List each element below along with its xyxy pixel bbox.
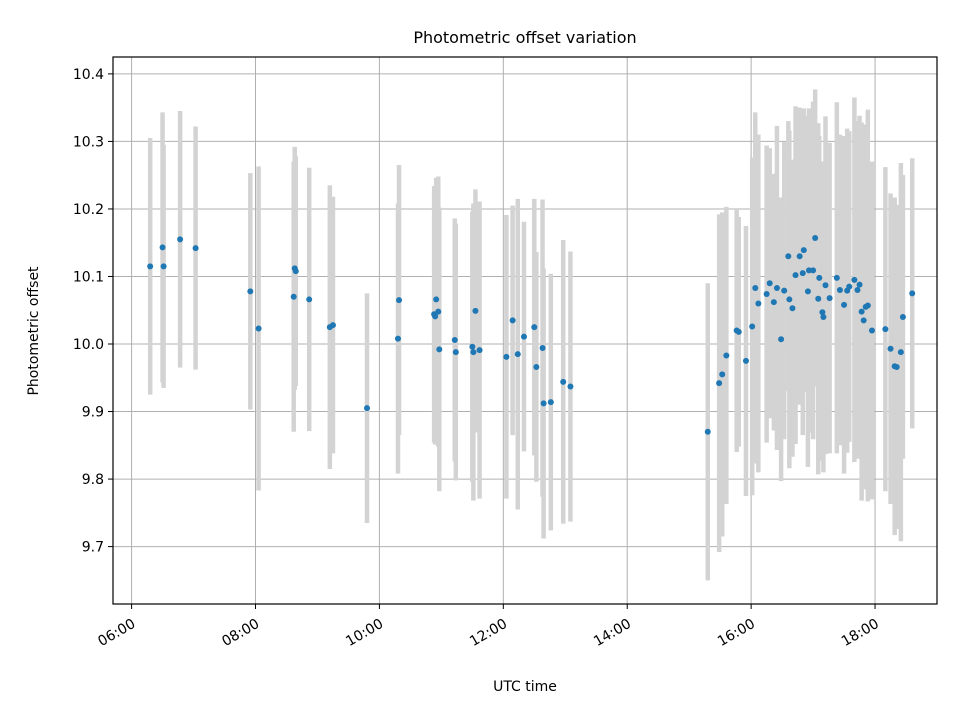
data-point <box>292 268 299 275</box>
data-point <box>868 327 875 334</box>
data-point <box>503 353 510 360</box>
data-point <box>816 274 823 281</box>
data-point <box>826 295 833 302</box>
data-point <box>547 399 554 406</box>
data-point <box>469 343 476 350</box>
data-point <box>719 371 726 378</box>
data-point <box>833 274 840 281</box>
data-point <box>192 245 199 252</box>
data-point <box>560 378 567 385</box>
data-point <box>540 400 547 407</box>
data-point <box>799 270 806 277</box>
data-point <box>899 313 906 320</box>
data-point <box>856 281 863 288</box>
data-point <box>396 297 403 304</box>
data-point <box>451 336 458 343</box>
data-point <box>452 349 459 356</box>
y-tick-label: 10.1 <box>73 269 104 285</box>
data-point <box>789 305 796 312</box>
data-point <box>476 347 483 354</box>
data-point <box>306 296 313 303</box>
data-point <box>785 253 792 260</box>
data-point <box>766 280 773 287</box>
data-point <box>763 291 770 298</box>
data-point <box>819 309 826 316</box>
data-point <box>533 363 540 370</box>
data-point <box>897 349 904 356</box>
data-point <box>255 325 262 332</box>
data-point <box>755 300 762 307</box>
data-point <box>520 333 527 340</box>
data-point <box>364 405 371 412</box>
data-point <box>470 349 477 356</box>
data-point <box>159 244 166 251</box>
data-point <box>778 336 785 343</box>
data-point <box>820 313 827 320</box>
data-point <box>433 296 440 303</box>
data-point <box>786 296 793 303</box>
y-tick-label: 10.3 <box>73 134 104 150</box>
data-point <box>435 308 442 315</box>
y-tick-label: 9.7 <box>82 540 104 556</box>
data-point <box>539 345 546 352</box>
data-point <box>752 284 759 291</box>
data-point <box>909 290 916 297</box>
x-axis-label: UTC time <box>493 679 557 695</box>
data-point <box>716 380 723 387</box>
data-point <box>792 272 799 279</box>
chart-title: Photometric offset variation <box>413 28 636 47</box>
y-tick-label: 10.4 <box>73 67 104 83</box>
data-point <box>812 234 819 241</box>
data-point <box>893 363 900 370</box>
data-point <box>749 323 756 330</box>
data-point <box>796 253 803 260</box>
data-point <box>723 352 730 359</box>
data-point <box>290 293 297 300</box>
plot-frame <box>112 56 938 605</box>
data-point <box>854 286 861 293</box>
data-point <box>432 313 439 320</box>
data-point <box>810 267 817 274</box>
data-point <box>514 351 521 358</box>
data-points <box>147 234 916 435</box>
data-point <box>822 282 829 289</box>
data-point <box>509 317 516 324</box>
data-point <box>160 263 167 270</box>
data-point <box>742 357 749 364</box>
data-point <box>436 346 443 353</box>
data-point <box>882 326 889 333</box>
y-tick-label: 10.2 <box>73 202 104 218</box>
data-point <box>770 299 777 306</box>
data-point <box>846 283 853 290</box>
data-point <box>247 288 254 295</box>
data-point <box>815 295 822 302</box>
data-point <box>800 247 807 254</box>
data-point <box>804 288 811 295</box>
data-point <box>773 284 780 291</box>
data-point <box>781 287 788 294</box>
data-point <box>860 317 867 324</box>
data-point <box>147 263 154 270</box>
data-point <box>841 301 848 308</box>
data-point <box>177 236 184 243</box>
data-point <box>805 267 812 274</box>
y-tick-label: 10.0 <box>73 337 104 353</box>
data-point <box>704 428 711 435</box>
data-point <box>329 322 336 329</box>
data-point <box>851 276 858 283</box>
data-point <box>394 335 401 342</box>
data-point <box>735 328 742 335</box>
y-axis-ticks: 9.7 9.8 9.9 10.0 10.1 10.2 10.3 10.4 <box>73 67 113 556</box>
data-point <box>472 307 479 314</box>
y-axis-label: Photometric offset <box>26 266 42 396</box>
data-point <box>836 286 843 293</box>
data-point <box>531 324 538 331</box>
y-tick-label: 9.8 <box>82 472 104 488</box>
data-point <box>887 345 894 352</box>
data-point <box>567 383 574 390</box>
y-tick-label: 9.9 <box>82 405 104 421</box>
data-point <box>858 308 865 315</box>
data-point <box>864 302 871 309</box>
